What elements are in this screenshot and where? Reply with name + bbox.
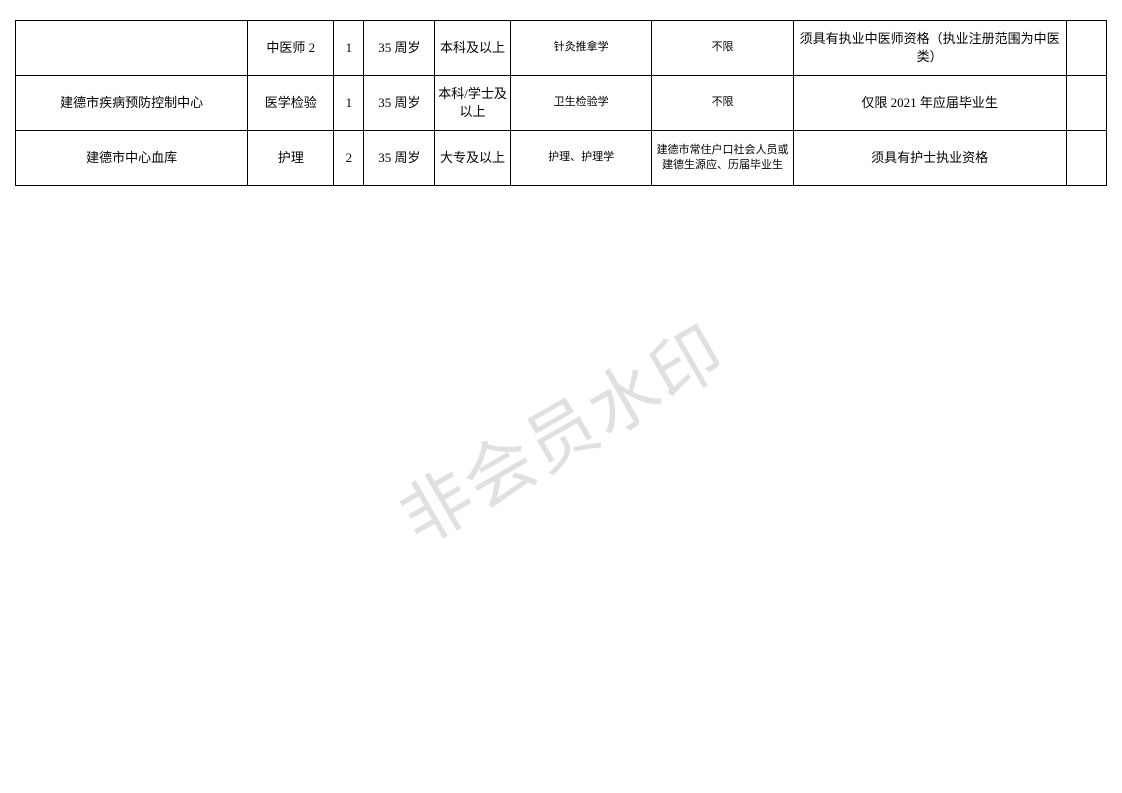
cell-position: 中医师 2: [248, 21, 334, 76]
cell-education: 大专及以上: [435, 131, 511, 186]
cell-count: 1: [334, 21, 364, 76]
cell-education: 本科及以上: [435, 21, 511, 76]
table-row: 建德市疾病预防控制中心 医学检验 1 35 周岁 本科/学士及以上 卫生检验学 …: [16, 76, 1107, 131]
cell-requirement: 须具有护士执业资格: [793, 131, 1066, 186]
table-container: 中医师 2 1 35 周岁 本科及以上 针灸推拿学 不限 须具有执业中医师资格（…: [0, 0, 1122, 186]
cell-scope: 不限: [652, 21, 793, 76]
cell-requirement: 须具有执业中医师资格（执业注册范围为中医类）: [793, 21, 1066, 76]
cell-scope: 建德市常住户口社会人员或建德生源应、历届毕业生: [652, 131, 793, 186]
cell-remark: [1066, 76, 1106, 131]
table-row: 中医师 2 1 35 周岁 本科及以上 针灸推拿学 不限 须具有执业中医师资格（…: [16, 21, 1107, 76]
watermark-text: 非会员水印: [379, 297, 741, 564]
cell-count: 1: [334, 76, 364, 131]
cell-age: 35 周岁: [364, 76, 435, 131]
cell-scope: 不限: [652, 76, 793, 131]
cell-position: 护理: [248, 131, 334, 186]
cell-requirement: 仅限 2021 年应届毕业生: [793, 76, 1066, 131]
cell-org: 建德市疾病预防控制中心: [16, 76, 248, 131]
cell-remark: [1066, 131, 1106, 186]
cell-age: 35 周岁: [364, 21, 435, 76]
cell-org: 建德市中心血库: [16, 131, 248, 186]
table-row: 建德市中心血库 护理 2 35 周岁 大专及以上 护理、护理学 建德市常住户口社…: [16, 131, 1107, 186]
recruitment-table: 中医师 2 1 35 周岁 本科及以上 针灸推拿学 不限 须具有执业中医师资格（…: [15, 20, 1107, 186]
cell-major: 护理、护理学: [510, 131, 651, 186]
cell-position: 医学检验: [248, 76, 334, 131]
cell-major: 针灸推拿学: [510, 21, 651, 76]
cell-major: 卫生检验学: [510, 76, 651, 131]
cell-education: 本科/学士及以上: [435, 76, 511, 131]
cell-remark: [1066, 21, 1106, 76]
cell-age: 35 周岁: [364, 131, 435, 186]
cell-org: [16, 21, 248, 76]
cell-count: 2: [334, 131, 364, 186]
